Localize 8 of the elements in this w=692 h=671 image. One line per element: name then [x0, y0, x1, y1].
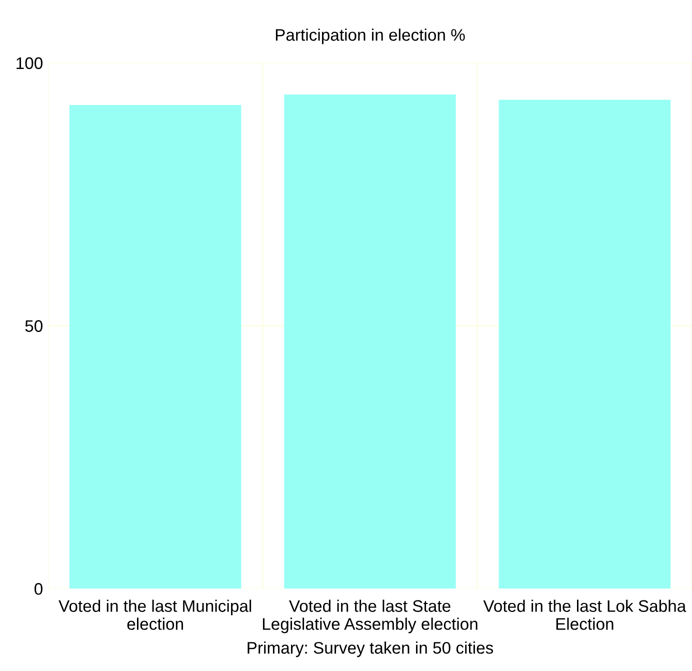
- x-axis-title: Primary: Survey taken in 50 cities: [248, 642, 494, 658]
- y-tick-label: 50: [25, 320, 42, 332]
- x-tick-label: Voted in the last Municipal election: [58, 600, 252, 630]
- y-tick-label: 0: [34, 583, 42, 595]
- x-tick-label: Voted in the last State Legislative Assembly election: [262, 600, 478, 634]
- x-tick-label: Voted in the last Lok Sabha Election: [483, 600, 686, 630]
- chart-title: Participation in election %: [276, 28, 465, 44]
- y-tick-label: 100: [16, 57, 42, 70]
